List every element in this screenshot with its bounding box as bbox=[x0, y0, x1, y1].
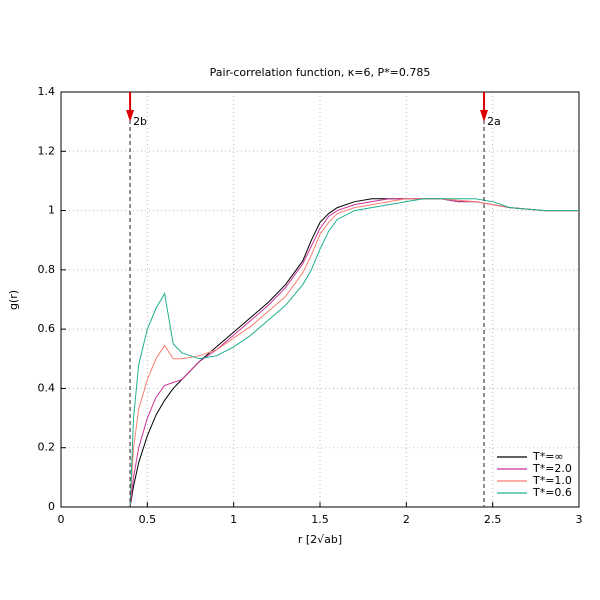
plot-frame bbox=[60, 91, 580, 508]
chart-title: Pair-correlation function, κ=6, P*=0.785 bbox=[210, 66, 431, 79]
legend-label: T*=2.0 bbox=[532, 462, 572, 475]
x-tick-label: 2 bbox=[403, 513, 410, 526]
y-tick-label: 0.4 bbox=[38, 381, 56, 394]
x-axis-title: r [2√ab] bbox=[298, 533, 342, 546]
series-line bbox=[129, 198, 579, 508]
y-tick-label: 0.8 bbox=[38, 263, 56, 276]
y-tick-label: 1 bbox=[48, 204, 55, 217]
x-tick-label: 1 bbox=[230, 513, 237, 526]
series-line bbox=[129, 198, 579, 508]
y-axis-title: g(r) bbox=[7, 290, 20, 310]
y-tick-label: 1.2 bbox=[38, 144, 56, 157]
annotation-label: 2b bbox=[133, 115, 147, 128]
x-tick-label: 3 bbox=[576, 513, 583, 526]
x-tick-label: 1.5 bbox=[311, 513, 329, 526]
legend-label: T*=0.6 bbox=[532, 486, 572, 499]
series-line bbox=[129, 198, 579, 508]
annotation-label: 2a bbox=[487, 115, 501, 128]
legend-label: T*=1.0 bbox=[532, 474, 572, 487]
annotation-arrowhead bbox=[480, 110, 489, 122]
x-tick-label: 0.5 bbox=[139, 513, 157, 526]
y-tick-label: 0 bbox=[48, 500, 55, 513]
series-line bbox=[129, 198, 579, 508]
y-tick-label: 0.2 bbox=[38, 441, 56, 454]
y-tick-label: 1.4 bbox=[38, 85, 56, 98]
y-tick-label: 0.6 bbox=[38, 322, 56, 335]
x-tick-label: 0 bbox=[58, 513, 65, 526]
annotation-arrowhead bbox=[126, 110, 135, 122]
x-tick-label: 2.5 bbox=[484, 513, 502, 526]
legend-label: T*=∞ bbox=[532, 450, 564, 463]
